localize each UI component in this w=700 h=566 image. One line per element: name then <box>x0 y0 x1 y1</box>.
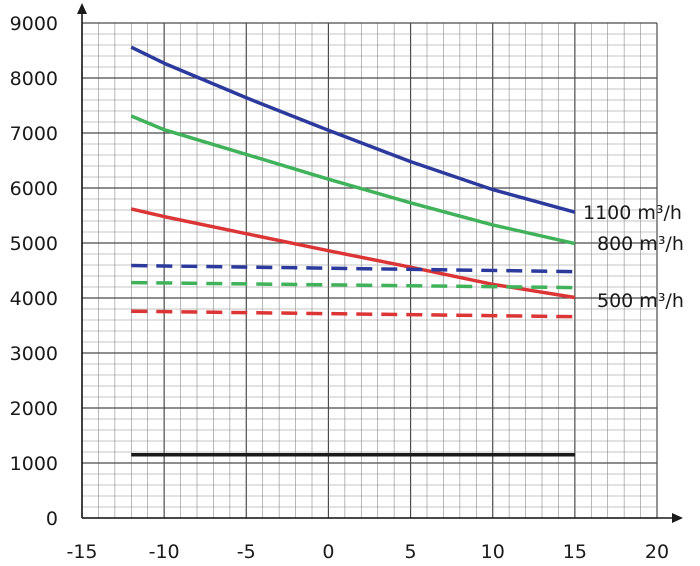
x-tick-label: -10 <box>149 541 180 563</box>
y-tick-labels: 0 1000 2000 3000 4000 5000 6000 7000 8000 9000 <box>10 13 58 530</box>
series-line-0 <box>130 45 576 214</box>
series-annotations: 1100 m³/h 800 m³/h 500 m³/h <box>583 202 684 312</box>
x-tick-label: -15 <box>66 541 97 563</box>
series-line-5 <box>131 309 575 319</box>
x-tick-label: -5 <box>237 541 256 563</box>
series-line-1 <box>130 114 576 246</box>
chart-axes <box>77 3 683 523</box>
y-tick-label: 7000 <box>10 123 58 145</box>
x-axis-arrow <box>672 513 683 523</box>
y-tick-label: 2000 <box>10 398 58 420</box>
series-annotation: 1100 m³/h <box>583 202 682 224</box>
x-tick-labels: -15 -10 -5 0 5 10 15 20 <box>66 541 669 563</box>
series-line-3 <box>131 263 575 274</box>
y-tick-label: 0 <box>46 508 58 530</box>
y-tick-label: 3000 <box>10 343 58 365</box>
series-lines <box>130 45 576 457</box>
x-tick-label: 15 <box>563 541 587 563</box>
x-tick-label: 10 <box>481 541 505 563</box>
series-annotation: 800 m³/h <box>597 233 684 255</box>
y-axis-arrow <box>77 3 87 14</box>
y-tick-label: 4000 <box>10 288 58 310</box>
series-line-2 <box>130 207 576 300</box>
x-tick-label: 0 <box>322 541 334 563</box>
y-tick-label: 9000 <box>10 13 58 35</box>
y-tick-label: 6000 <box>10 178 58 200</box>
x-tick-label: 20 <box>645 541 669 563</box>
x-tick-label: 5 <box>405 541 417 563</box>
series-annotation: 500 m³/h <box>597 290 684 312</box>
y-tick-label: 5000 <box>10 233 58 255</box>
y-tick-label: 8000 <box>10 68 58 90</box>
y-tick-label: 1000 <box>10 453 58 475</box>
